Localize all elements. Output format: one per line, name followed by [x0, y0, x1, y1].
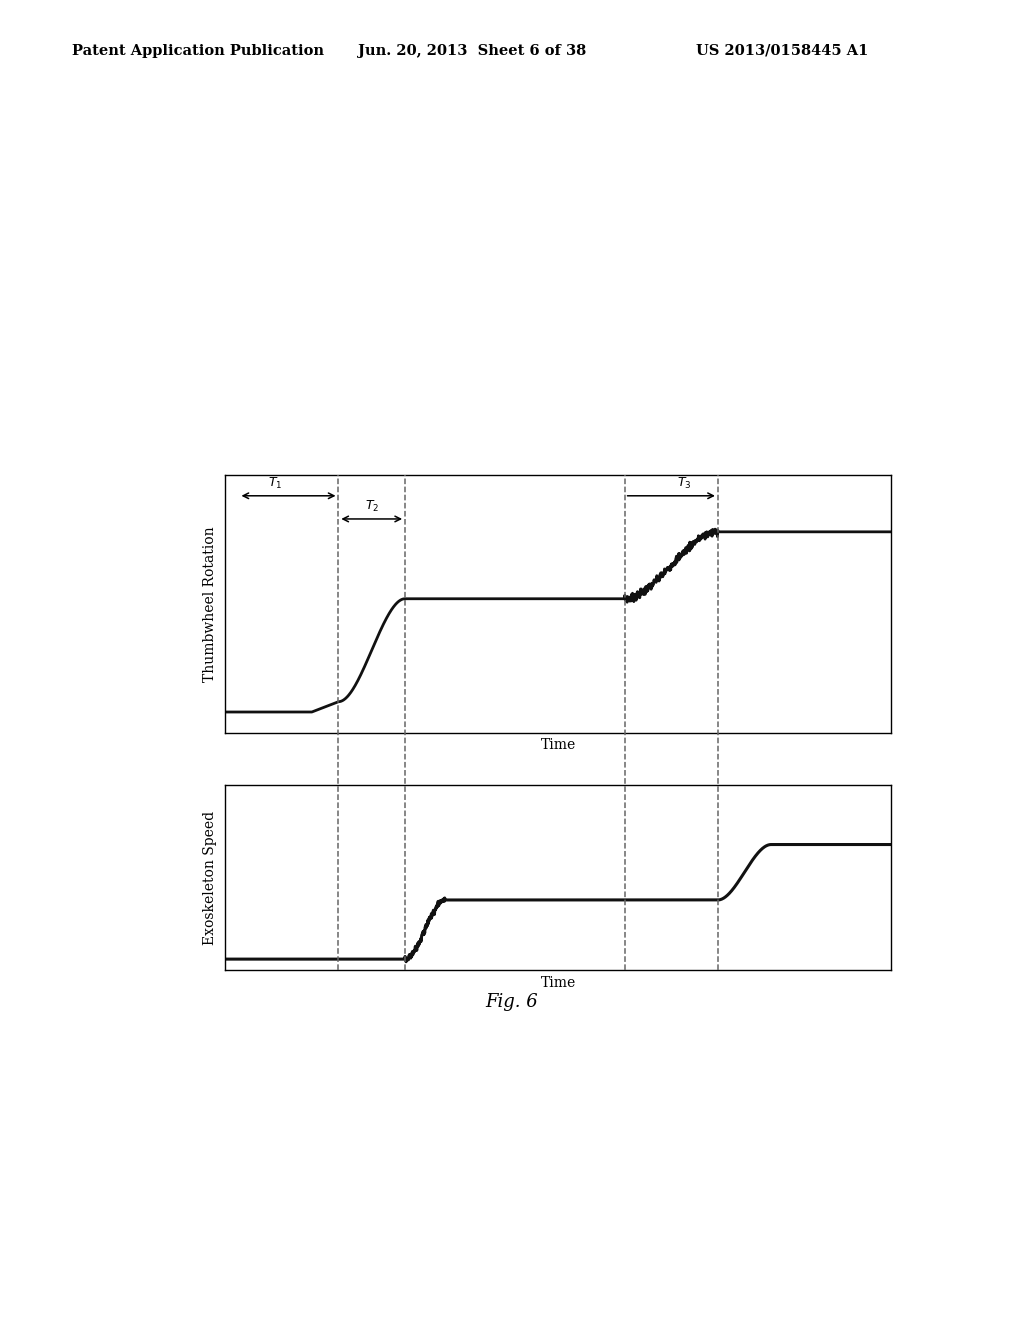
X-axis label: Time: Time — [541, 975, 575, 990]
Text: Fig. 6: Fig. 6 — [485, 993, 539, 1011]
Text: $T_1$: $T_1$ — [268, 475, 283, 491]
Y-axis label: Exoskeleton Speed: Exoskeleton Speed — [203, 810, 217, 945]
Text: Jun. 20, 2013  Sheet 6 of 38: Jun. 20, 2013 Sheet 6 of 38 — [358, 44, 587, 58]
Text: US 2013/0158445 A1: US 2013/0158445 A1 — [696, 44, 868, 58]
Text: Patent Application Publication: Patent Application Publication — [72, 44, 324, 58]
Text: $T_2$: $T_2$ — [365, 499, 379, 513]
Text: $T_3$: $T_3$ — [677, 475, 692, 491]
X-axis label: Time: Time — [541, 738, 575, 752]
Y-axis label: Thumbwheel Rotation: Thumbwheel Rotation — [203, 527, 217, 681]
